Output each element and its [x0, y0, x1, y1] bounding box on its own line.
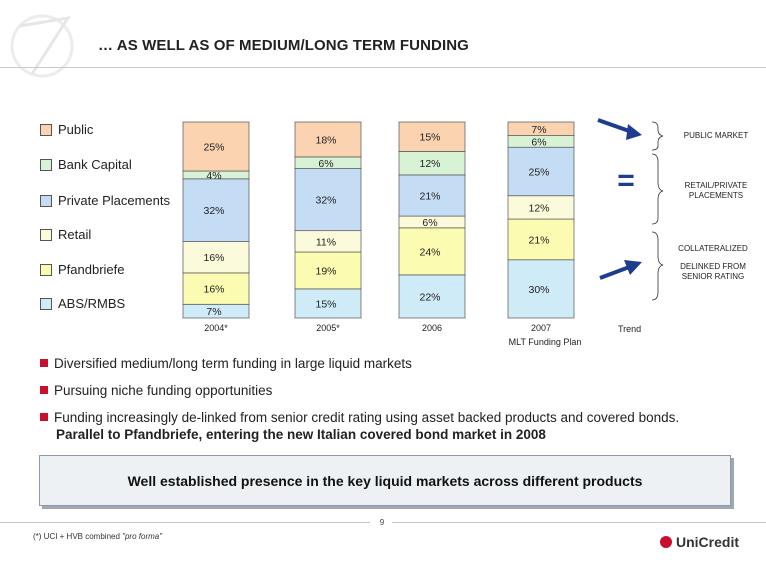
legend-swatch [40, 297, 52, 310]
bullet-text: Pursuing niche funding opportunities [54, 383, 273, 398]
legend-swatch [40, 228, 52, 241]
funding-mix-chart: 7% 16% 16% 32% 4% 25% 2004* 15% 19% 11% 32% 6% 18% 20… [182, 121, 582, 347]
brace-top [651, 121, 664, 151]
bullet-bold-line: Parallel to Pfandbriefe, entering the ne… [56, 427, 546, 442]
bullet-item: Pursuing niche funding opportunities [40, 383, 272, 398]
label-public-market: PUBLIC MARKET [683, 131, 749, 140]
bar-segment-pfandbriefe [398, 227, 466, 276]
bar-segment-public [294, 121, 362, 158]
data-label: 6% [422, 217, 437, 229]
bar-segment-public [507, 121, 575, 136]
legend-label: Bank Capital [58, 157, 132, 172]
legend-label: Retail [58, 227, 92, 242]
bar-segment-abs-rmbs [398, 274, 466, 319]
data-label: 25% [528, 166, 549, 178]
bullet-square-icon [40, 413, 48, 421]
data-label: 6% [531, 136, 546, 148]
category-label: 2007 [531, 323, 551, 333]
legend-swatch [40, 263, 52, 276]
data-label: 32% [315, 195, 336, 207]
label-line: PLACEMENTS [688, 191, 744, 200]
label-line: RETAIL/PRIVATE [684, 181, 748, 190]
key-message-callout: Well established presence in the key liq… [39, 455, 731, 506]
bar-segment-private-placements [398, 174, 466, 217]
data-label: 15% [315, 298, 336, 310]
category-label: 2004* [204, 323, 228, 333]
data-label: 11% [316, 236, 336, 248]
page-title: … AS WELL AS OF MEDIUM/LONG TERM FUNDING [98, 37, 469, 54]
bar-segment-public [182, 121, 250, 172]
label-line: SENIOR RATING [681, 272, 745, 281]
footer-divider-right [392, 522, 766, 523]
brace-bottom [651, 231, 664, 301]
bar-segment-public [398, 121, 466, 152]
label-line: DELINKED FROM [680, 262, 746, 271]
legend-label: Public [58, 122, 94, 137]
footer-divider-left [0, 522, 370, 523]
brand-name: UniCredit [676, 534, 739, 550]
category-label: 2005* [316, 323, 340, 333]
category-label: 2006 [422, 323, 442, 333]
data-label: 32% [203, 205, 224, 217]
arrow-up-right-icon [599, 260, 642, 280]
legend-swatch [40, 123, 52, 136]
data-label: 12% [419, 158, 440, 170]
bar-segment-private-placements [182, 178, 250, 242]
legend-item-pfandbriefe: Pfandbriefe [40, 262, 125, 277]
legend-item-public: Public [40, 122, 93, 137]
arrow-down-right-icon [597, 118, 642, 140]
title-divider [0, 67, 766, 68]
brand-logo: UniCredit [660, 534, 739, 550]
footnote: (*) UCI + HVB combined "pro forma" [33, 532, 162, 541]
data-label: 18% [315, 134, 336, 146]
data-label: 25% [203, 142, 224, 154]
trend-label: Trend [618, 324, 642, 334]
data-label: 21% [419, 191, 440, 203]
bar-segment-abs-rmbs [294, 288, 362, 319]
data-label: 21% [528, 234, 549, 246]
category-sublabel: MLT Funding Plan [509, 337, 582, 347]
legend-swatch [40, 194, 52, 207]
data-label: 6% [318, 158, 333, 170]
legend-item-abs-rmbs: ABS/RMBS [40, 296, 125, 311]
legend-item-retail: Retail [40, 227, 91, 242]
data-label: 4% [206, 170, 221, 182]
data-label: 15% [419, 132, 440, 144]
footnote-emphasis: "pro forma" [122, 532, 163, 541]
swoosh-logo-icon [10, 14, 74, 78]
bullet-item: Funding increasingly de-linked from seni… [40, 410, 760, 442]
legend-item-bank-capital: Bank Capital [40, 157, 132, 172]
legend-swatch [40, 158, 52, 171]
data-label: 19% [315, 265, 336, 277]
bullet-text: Funding increasingly de-linked from seni… [54, 410, 680, 425]
label-delinked: DELINKED FROM SENIOR RATING [660, 262, 766, 282]
bullet-text: Diversified medium/long term funding in … [54, 356, 412, 371]
data-label: 12% [528, 202, 549, 214]
data-label: 7% [531, 124, 546, 136]
label-retail-private: RETAIL/PRIVATE PLACEMENTS [666, 181, 766, 201]
data-label: 24% [419, 246, 440, 258]
bullet-item: Diversified medium/long term funding in … [40, 356, 412, 371]
chart-legend: Public Bank Capital Private Placements R… [40, 0, 190, 330]
legend-item-private-placements: Private Placements [40, 193, 170, 208]
bar-segment-private-placements [294, 168, 362, 232]
bullet-square-icon [40, 359, 48, 367]
trend-annotations: = [597, 118, 664, 301]
bullet-square-icon [40, 386, 48, 394]
label-collateralized: COLLATERALIZED [678, 244, 748, 253]
bar-segment-abs-rmbs [507, 259, 575, 319]
data-label: 7% [206, 306, 221, 318]
unicredit-logo-icon [660, 536, 672, 548]
data-label: 16% [203, 252, 224, 264]
legend-label: ABS/RMBS [58, 296, 126, 311]
data-label: 30% [528, 284, 549, 296]
legend-label: Private Placements [58, 193, 170, 208]
data-label: 22% [419, 291, 440, 303]
data-label: 16% [203, 284, 224, 296]
equals-sign: = [617, 164, 635, 197]
legend-label: Pfandbriefe [58, 262, 125, 277]
footnote-text: (*) UCI + HVB combined [33, 532, 123, 541]
page-number: 9 [379, 518, 385, 527]
brace-middle [651, 153, 664, 225]
